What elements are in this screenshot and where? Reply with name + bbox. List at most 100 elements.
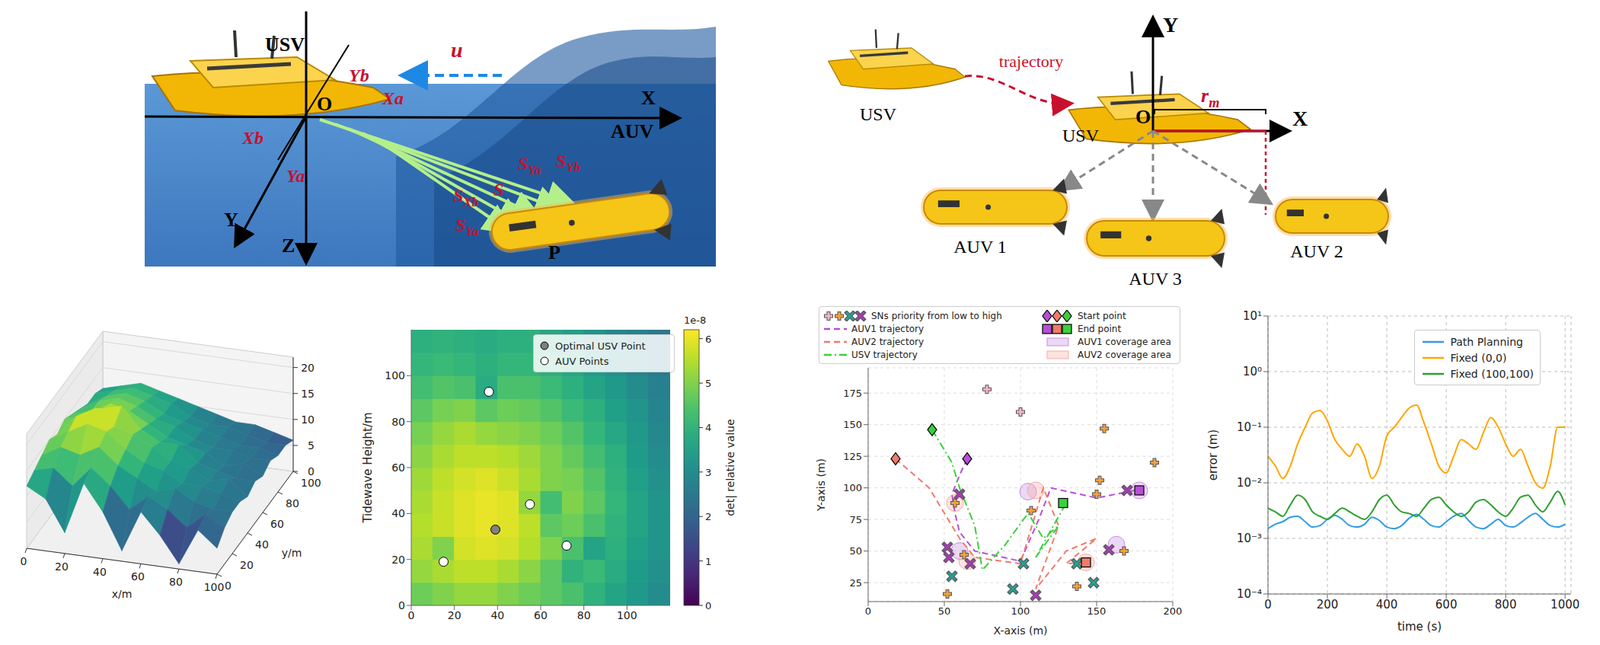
svg-text:O: O (1135, 105, 1151, 128)
svg-text:0: 0 (865, 605, 872, 617)
svg-text:0: 0 (408, 609, 416, 622)
svg-text:0: 0 (20, 555, 28, 568)
svg-text:10⁻²: 10⁻² (1236, 475, 1262, 490)
html-text:Optimal USV Point: Optimal USV Point (555, 340, 646, 352)
svg-text:150: 150 (843, 418, 863, 431)
svg-text:10⁰: 10⁰ (1242, 364, 1262, 379)
svg-text:200: 200 (1316, 597, 1339, 612)
svg-text:80: 80 (169, 575, 183, 588)
svg-text:100: 100 (1011, 605, 1031, 617)
svg-text:175: 175 (843, 387, 863, 400)
svg-text:trajectory: trajectory (999, 51, 1064, 71)
svg-text:2: 2 (705, 510, 712, 523)
svg-text:Xb: Xb (241, 127, 264, 148)
svg-text:20: 20 (239, 558, 254, 572)
svg-text:10⁻³: 10⁻³ (1236, 531, 1262, 546)
svg-text:6: 6 (705, 333, 712, 345)
svg-text:50: 50 (938, 605, 952, 617)
svg-text:USV: USV (859, 104, 898, 125)
svg-text:Ya: Ya (286, 166, 305, 186)
svg-text:20: 20 (54, 560, 69, 573)
svg-text:5: 5 (705, 377, 712, 390)
svg-text:125: 125 (843, 450, 863, 463)
svg-text:100: 100 (300, 476, 322, 489)
svg-text:Tidewave Height/m: Tidewave Height/m (360, 411, 375, 524)
svg-text:100: 100 (384, 369, 406, 382)
svg-text:40: 40 (255, 538, 269, 551)
svg-text:error (m): error (m) (1206, 429, 1220, 481)
svg-text:60: 60 (130, 570, 145, 583)
svg-text:0: 0 (307, 465, 315, 478)
svg-text:y/m: y/m (281, 546, 303, 559)
svg-text:10¹: 10¹ (1242, 309, 1262, 323)
svg-text:50: 50 (849, 545, 863, 557)
svg-text:SYb: SYb (555, 150, 581, 175)
svg-text:80: 80 (285, 497, 300, 510)
svg-text:USV: USV (265, 33, 305, 56)
svg-text:P: P (548, 241, 561, 264)
svg-text:15: 15 (300, 387, 315, 400)
svg-text:10⁻¹: 10⁻¹ (1236, 420, 1262, 435)
svg-text:Y-axis (m): Y-axis (m) (814, 458, 828, 512)
svg-text:Yb: Yb (348, 65, 370, 86)
svg-text:0: 0 (705, 600, 712, 612)
svg-text:u: u (450, 38, 464, 62)
svg-text:40: 40 (490, 609, 505, 622)
svg-text:400: 400 (1376, 597, 1399, 612)
svg-text:40: 40 (92, 565, 107, 579)
svg-text:100: 100 (204, 581, 225, 594)
svg-text:0: 0 (1264, 597, 1272, 612)
svg-text:Y: Y (1162, 12, 1179, 37)
svg-text:X: X (1292, 106, 1308, 131)
svg-text:AUV 1: AUV 1 (953, 236, 1007, 257)
svg-text:10: 10 (300, 413, 315, 426)
svg-text:X-axis (m): X-axis (m) (993, 624, 1048, 637)
svg-text:x/m: x/m (111, 587, 133, 601)
svg-text:60: 60 (270, 517, 285, 531)
svg-text:10⁻⁴: 10⁻⁴ (1236, 587, 1262, 601)
svg-text:Z: Z (281, 234, 295, 257)
html-text:Fixed (0,0): Fixed (0,0) (1450, 351, 1507, 364)
svg-text:SYa: SYa (455, 214, 479, 239)
svg-text:Y: Y (223, 208, 239, 231)
svg-text:SYa: SYa (517, 153, 541, 178)
svg-text:4: 4 (705, 421, 712, 434)
svg-text:25: 25 (849, 577, 863, 589)
svg-text:20: 20 (447, 609, 462, 622)
html-text:Fixed (100,100): Fixed (100,100) (1450, 367, 1534, 380)
svg-text:80: 80 (391, 415, 406, 428)
svg-text:150: 150 (1087, 605, 1107, 617)
svg-text:3: 3 (705, 466, 712, 479)
svg-text:0: 0 (224, 579, 232, 592)
svg-text:rm: rm (1200, 84, 1220, 111)
svg-text:200: 200 (1163, 605, 1183, 617)
svg-text:800: 800 (1494, 597, 1517, 612)
svg-text:20: 20 (300, 361, 315, 374)
svg-text:AUV 2: AUV 2 (1290, 241, 1344, 262)
svg-text:80: 80 (577, 609, 591, 622)
svg-text:AUV 3: AUV 3 (1128, 268, 1182, 289)
svg-text:Xa: Xa (381, 88, 404, 109)
svg-text:600: 600 (1435, 597, 1458, 612)
svg-text:SXb: SXb (453, 185, 479, 210)
svg-text:1e-8: 1e-8 (683, 314, 706, 326)
svg-text:20: 20 (391, 553, 406, 566)
svg-text:100: 100 (843, 482, 863, 494)
svg-text:1: 1 (705, 555, 712, 568)
svg-text:60: 60 (533, 609, 548, 622)
svg-text:O: O (316, 92, 333, 115)
svg-text:5: 5 (307, 439, 315, 452)
svg-text:1000: 1000 (1550, 597, 1580, 612)
html-text:Path Planning: Path Planning (1450, 335, 1524, 348)
svg-text:X: X (641, 86, 656, 109)
svg-text:AUV: AUV (610, 120, 655, 143)
svg-text:40: 40 (391, 507, 406, 520)
svg-text:USV: USV (1062, 125, 1100, 146)
svg-text:100: 100 (616, 609, 638, 622)
svg-text:75: 75 (849, 514, 863, 526)
svg-text:0: 0 (398, 599, 406, 612)
svg-text:60: 60 (391, 461, 406, 474)
svg-text:S: S (493, 179, 504, 200)
svg-text:time (s): time (s) (1397, 619, 1442, 634)
svg-text:det| relative value: det| relative value (724, 418, 738, 517)
